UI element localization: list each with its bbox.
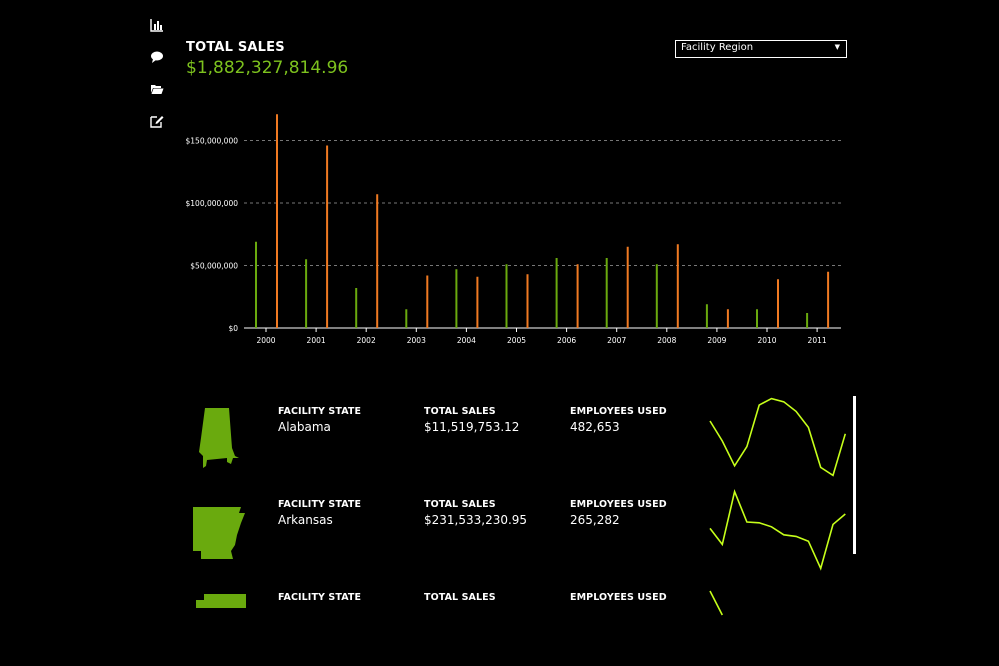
bar <box>705 304 708 328</box>
bar <box>305 259 308 328</box>
facility-state-value: Alabama <box>278 420 331 434</box>
x-tick-label: 2010 <box>757 336 776 345</box>
bar <box>426 275 429 328</box>
x-tick-label: 2001 <box>307 336 326 345</box>
bar <box>626 246 629 328</box>
employees-used-label: EMPLOYEES USED <box>570 592 667 603</box>
x-tick-label: 2002 <box>357 336 376 345</box>
x-tick-label: 2004 <box>457 336 476 345</box>
state-map-shape <box>199 408 239 468</box>
x-tick-label: 2009 <box>707 336 726 345</box>
x-tick-label: 2008 <box>657 336 676 345</box>
total-sales-label: TOTAL SALES <box>424 499 496 510</box>
folder-open-icon[interactable] <box>146 82 168 104</box>
edit-icon[interactable] <box>146 114 168 136</box>
bar <box>756 309 758 328</box>
bar <box>827 271 830 328</box>
header: TOTAL SALES $1,882,327,814.96 <box>186 40 348 78</box>
x-tick-label: 2005 <box>507 336 526 345</box>
total-sales-label: TOTAL SALES <box>424 406 496 417</box>
state-list: FACILITY STATE Alabama TOTAL SALES $11,519,… <box>193 397 847 616</box>
page-title: TOTAL SALES <box>186 40 285 55</box>
bar <box>777 279 779 328</box>
facility-state-value: Arkansas <box>278 513 333 527</box>
total-sales-value: $231,533,230.95 <box>424 513 528 527</box>
total-sales-value: $11,519,753.12 <box>424 420 520 434</box>
state-map-shape <box>193 507 245 559</box>
employees-used-value: 482,653 <box>570 420 620 434</box>
x-tick-label: 2000 <box>256 336 275 345</box>
y-tick-label: $100,000,000 <box>186 199 239 208</box>
bar <box>806 313 809 328</box>
bar <box>676 244 679 328</box>
total-sales-value: $1,882,327,814.96 <box>186 58 349 78</box>
x-tick-label: 2003 <box>407 336 426 345</box>
bar <box>476 276 479 328</box>
employees-used-value: 265,282 <box>570 513 620 527</box>
sidebar <box>146 14 170 146</box>
employees-used-label: EMPLOYEES USED <box>570 406 667 417</box>
trend-sparkline <box>709 397 847 477</box>
bar <box>455 269 458 328</box>
bar <box>326 145 329 328</box>
bar-chart-icon[interactable] <box>146 18 168 40</box>
bar <box>576 264 579 328</box>
caret-down-icon: ▼ <box>834 43 840 51</box>
bar <box>276 114 278 328</box>
y-tick-label: $150,000,000 <box>186 137 239 146</box>
trend-sparkline <box>709 590 724 616</box>
x-tick-label: 2011 <box>808 336 827 345</box>
x-tick-label: 2007 <box>607 336 626 345</box>
bar <box>376 194 379 328</box>
sales-bar-chart: $0 $50,000,000 $100,000,000 $150,000,000 200… <box>186 114 841 345</box>
bar <box>355 288 358 328</box>
region-select[interactable]: Facility Region ▼ <box>675 40 847 58</box>
bar <box>526 274 529 328</box>
bar <box>555 258 558 328</box>
total-sales-label: TOTAL SALES <box>424 592 496 603</box>
bar <box>726 309 729 328</box>
bar <box>505 264 508 328</box>
scrollbar[interactable] <box>853 396 856 554</box>
state-map-shape <box>196 594 246 608</box>
bar <box>605 258 608 328</box>
region-select-value: Facility Region <box>681 42 754 53</box>
facility-state-label: FACILITY STATE <box>278 406 362 417</box>
bar <box>255 241 257 328</box>
trend-sparkline <box>709 488 846 571</box>
comment-icon[interactable] <box>146 50 168 72</box>
employees-used-label: EMPLOYEES USED <box>570 499 667 510</box>
bar <box>655 264 658 328</box>
x-tick-label: 2006 <box>557 336 576 345</box>
y-tick-label: $0 <box>228 324 238 333</box>
facility-state-label: FACILITY STATE <box>278 499 362 510</box>
facility-state-label: FACILITY STATE <box>278 592 362 603</box>
y-tick-label: $50,000,000 <box>190 262 238 271</box>
bar <box>405 309 408 328</box>
